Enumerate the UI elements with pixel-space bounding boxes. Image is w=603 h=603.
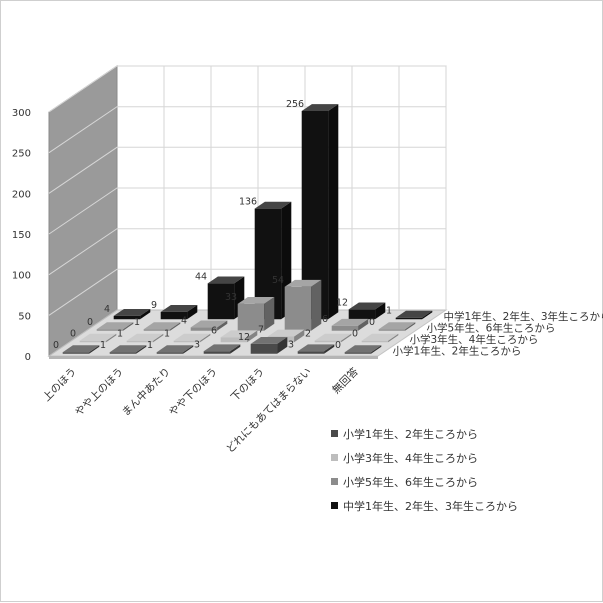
data-label: 1 [100,340,106,351]
data-label: 6 [211,325,217,336]
data-label: 0 [70,329,76,340]
data-label: 1 [147,340,153,351]
legend-swatch [331,478,338,485]
legend-label: 中学1年生、2年生、3年生ころから [343,499,518,513]
legend-swatch [331,430,338,437]
bar-front-face [362,341,388,343]
data-label: 256 [286,99,304,110]
data-label: 6 [322,314,328,325]
bar-front-face [396,318,422,320]
data-label: 0 [369,317,375,328]
y-tick-label: 50 [18,311,31,322]
category-label: 無回答 [330,365,362,397]
legend: 小学1年生、2年生ころから小学3年生、4年生ころから小学5年生、6年生ころから中… [331,427,518,513]
category-label: どれにもあてはまらない [224,366,314,456]
category-label: やや上のほう [73,366,126,419]
data-label: 0 [335,340,341,351]
series-axis-label: 小学5年生、6年生ころから [427,321,556,334]
data-label: 33 [225,292,237,303]
data-label: 1 [117,329,123,340]
bar-front-face [110,352,136,354]
data-label: 0 [53,340,59,351]
bar-front-face [63,352,89,354]
floor-edge [49,356,378,359]
data-label: 0 [352,329,358,340]
category-label: 下のほう [229,366,267,404]
bar-front-face [298,351,324,353]
series-axis-label: 小学3年生、4年生ころから [410,333,539,346]
data-label: 44 [195,271,207,282]
category-label: まん中あたり [119,365,173,419]
data-label: 1 [164,329,170,340]
bar-side-face [311,280,321,331]
legend-swatch [331,454,338,461]
bar [238,297,275,331]
bar-side-face [328,104,338,319]
series-axis-label: 中学1年生、2年生、3年生ころから [444,310,603,323]
y-tick-label: 300 [12,108,31,119]
bar-front-face [379,329,405,331]
legend-label: 小学3年生、4年生ころから [343,451,478,465]
bar [285,280,322,331]
bar-front-face [345,352,371,354]
y-axis-labels: 0 50 100 150 200 250 300 [12,108,31,363]
data-label: 7 [258,325,264,336]
bar-front-face [285,287,311,331]
category-labels: 上のほうやや上のほうまん中あたりやや下のほう下のほうどれにもあてはまらない無回答 [41,365,362,456]
data-label: 4 [181,315,187,326]
data-label: 1 [134,317,140,328]
series-axis-label: 小学1年生、2年生ころから [393,344,522,357]
legend-label: 小学1年生、2年生ころから [343,427,478,441]
data-label: 4 [104,304,110,315]
y-tick-label: 250 [12,149,31,160]
data-label: 1 [386,306,392,317]
y-tick-label: 150 [12,230,31,241]
category-label: 上のほう [41,366,79,404]
data-label: 12 [238,332,250,343]
data-label: 3 [288,339,294,350]
category-label: やや下のほう [167,366,220,419]
data-label: 9 [151,300,157,311]
data-label: 12 [336,297,348,308]
data-label: 3 [194,339,200,350]
data-label: 136 [239,197,257,208]
legend-label: 小学5年生、6年生ころから [343,475,478,489]
data-label: 0 [87,317,93,328]
data-label: 2 [305,329,311,340]
y-tick-label: 100 [12,271,31,282]
bar-front-face [157,352,183,354]
bar-front-face [204,351,230,353]
bar-front-face [251,344,277,354]
legend-swatch [331,502,338,509]
y-tick-label: 0 [25,352,31,363]
y-tick-label: 200 [12,189,31,200]
data-label: 54 [272,275,284,286]
